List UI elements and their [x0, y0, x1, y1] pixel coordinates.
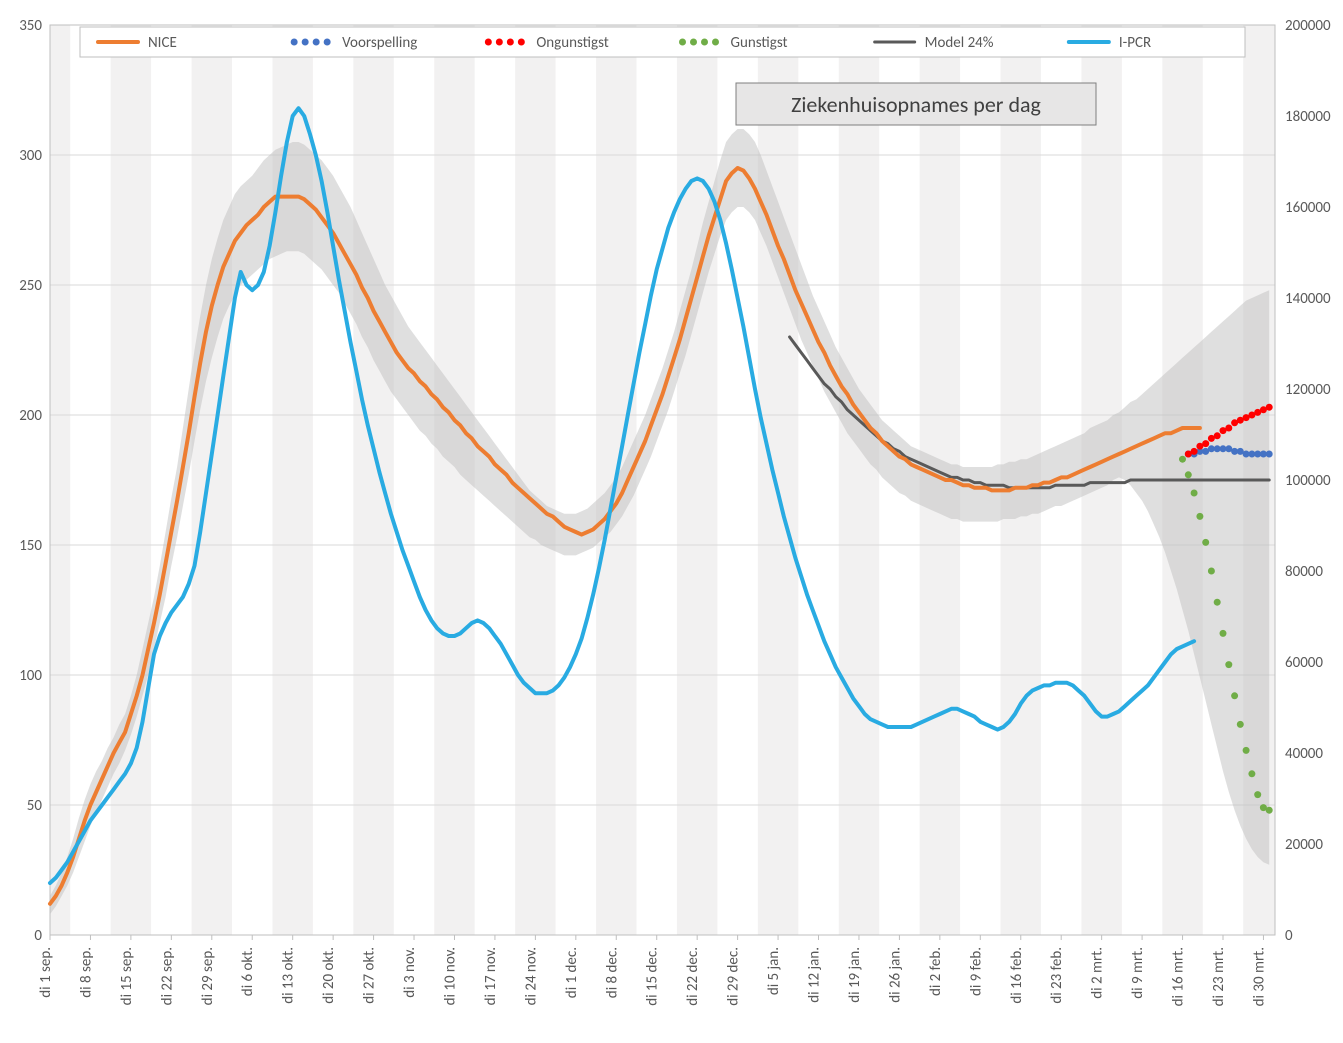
svg-text:350: 350 — [19, 17, 42, 35]
svg-text:40000: 40000 — [1285, 745, 1323, 763]
svg-text:di 19 jan.: di 19 jan. — [846, 947, 864, 1003]
axis-right: 0 20000 40000 60000 80000 100000 120000 140000 1… — [1285, 17, 1331, 945]
svg-text:150: 150 — [19, 537, 42, 555]
svg-text:di 3 nov.: di 3 nov. — [401, 947, 419, 998]
svg-text:di 1 dec.: di 1 dec. — [563, 947, 581, 998]
svg-text:di 13 okt.: di 13 okt. — [280, 947, 298, 1004]
svg-text:di 9 mrt.: di 9 mrt. — [1129, 947, 1147, 999]
svg-text:di 9 feb.: di 9 feb. — [967, 947, 985, 996]
legend-label: Ongunstigst — [536, 34, 608, 52]
svg-text:di 12 jan.: di 12 jan. — [806, 947, 824, 1003]
svg-text:300: 300 — [19, 147, 42, 165]
svg-text:100: 100 — [19, 667, 42, 685]
chart-container: 0 50 100 150 200 250 300 350 0 20000 40000 60000 800… — [0, 0, 1343, 1043]
svg-text:100000: 100000 — [1285, 472, 1331, 490]
svg-text:di 30 mrt.: di 30 mrt. — [1250, 947, 1268, 1006]
svg-text:250: 250 — [19, 277, 42, 295]
svg-text:di 16 mrt.: di 16 mrt. — [1170, 947, 1188, 1006]
svg-text:0: 0 — [1285, 927, 1293, 945]
svg-text:di 22 dec.: di 22 dec. — [684, 947, 702, 1006]
svg-text:0: 0 — [34, 927, 42, 945]
legend-label: I-PCR — [1119, 34, 1151, 52]
svg-text:di 22 sep.: di 22 sep. — [158, 947, 176, 1005]
chart-title: Ziekenhuisopnames per dag — [791, 91, 1041, 118]
legend-label: Gunstigst — [731, 34, 788, 52]
svg-text:di 23 feb.: di 23 feb. — [1048, 947, 1066, 1004]
svg-text:di 26 jan.: di 26 jan. — [886, 947, 904, 1003]
svg-text:di 27 okt.: di 27 okt. — [361, 947, 379, 1004]
svg-text:160000: 160000 — [1285, 199, 1331, 217]
svg-text:120000: 120000 — [1285, 381, 1331, 399]
svg-text:di 2 mrt.: di 2 mrt. — [1089, 947, 1107, 999]
svg-text:di 20 okt.: di 20 okt. — [320, 947, 338, 1004]
chart-svg: 0 50 100 150 200 250 300 350 0 20000 40000 60000 800… — [0, 0, 1343, 1043]
svg-text:20000: 20000 — [1285, 836, 1323, 854]
svg-text:di 24 nov.: di 24 nov. — [522, 947, 540, 1005]
svg-text:di 5 jan.: di 5 jan. — [765, 947, 783, 995]
svg-text:180000: 180000 — [1285, 108, 1331, 126]
svg-text:di 29 dec.: di 29 dec. — [725, 947, 743, 1006]
axis-x: di 1 sep. di 8 sep. di 15 sep. di 22 sep. di… — [37, 935, 1268, 1006]
legend-label: NICE — [148, 34, 177, 52]
svg-text:di 16 feb.: di 16 feb. — [1008, 947, 1026, 1004]
svg-text:di 6 okt.: di 6 okt. — [239, 947, 257, 996]
svg-text:di 10 nov.: di 10 nov. — [442, 947, 460, 1005]
svg-text:di 2 feb.: di 2 feb. — [927, 947, 945, 996]
svg-text:80000: 80000 — [1285, 563, 1323, 581]
legend-label: Voorspelling — [342, 34, 417, 52]
svg-text:200000: 200000 — [1285, 17, 1331, 35]
svg-text:di 8 dec.: di 8 dec. — [603, 947, 621, 998]
svg-text:di 29 sep.: di 29 sep. — [199, 947, 217, 1005]
svg-text:di 8 sep.: di 8 sep. — [77, 947, 95, 998]
svg-text:200: 200 — [19, 407, 42, 425]
svg-text:di 15 sep.: di 15 sep. — [118, 947, 136, 1005]
axis-left: 0 50 100 150 200 250 300 350 — [19, 17, 42, 945]
svg-text:50: 50 — [27, 797, 43, 815]
legend-label: Model 24% — [925, 34, 994, 52]
svg-text:140000: 140000 — [1285, 290, 1331, 308]
svg-text:di 17 nov.: di 17 nov. — [482, 947, 500, 1005]
svg-text:di 15 dec.: di 15 dec. — [644, 947, 662, 1006]
svg-text:60000: 60000 — [1285, 654, 1323, 672]
svg-text:di 23 mrt.: di 23 mrt. — [1210, 947, 1228, 1006]
svg-text:di 1 sep.: di 1 sep. — [37, 947, 55, 998]
